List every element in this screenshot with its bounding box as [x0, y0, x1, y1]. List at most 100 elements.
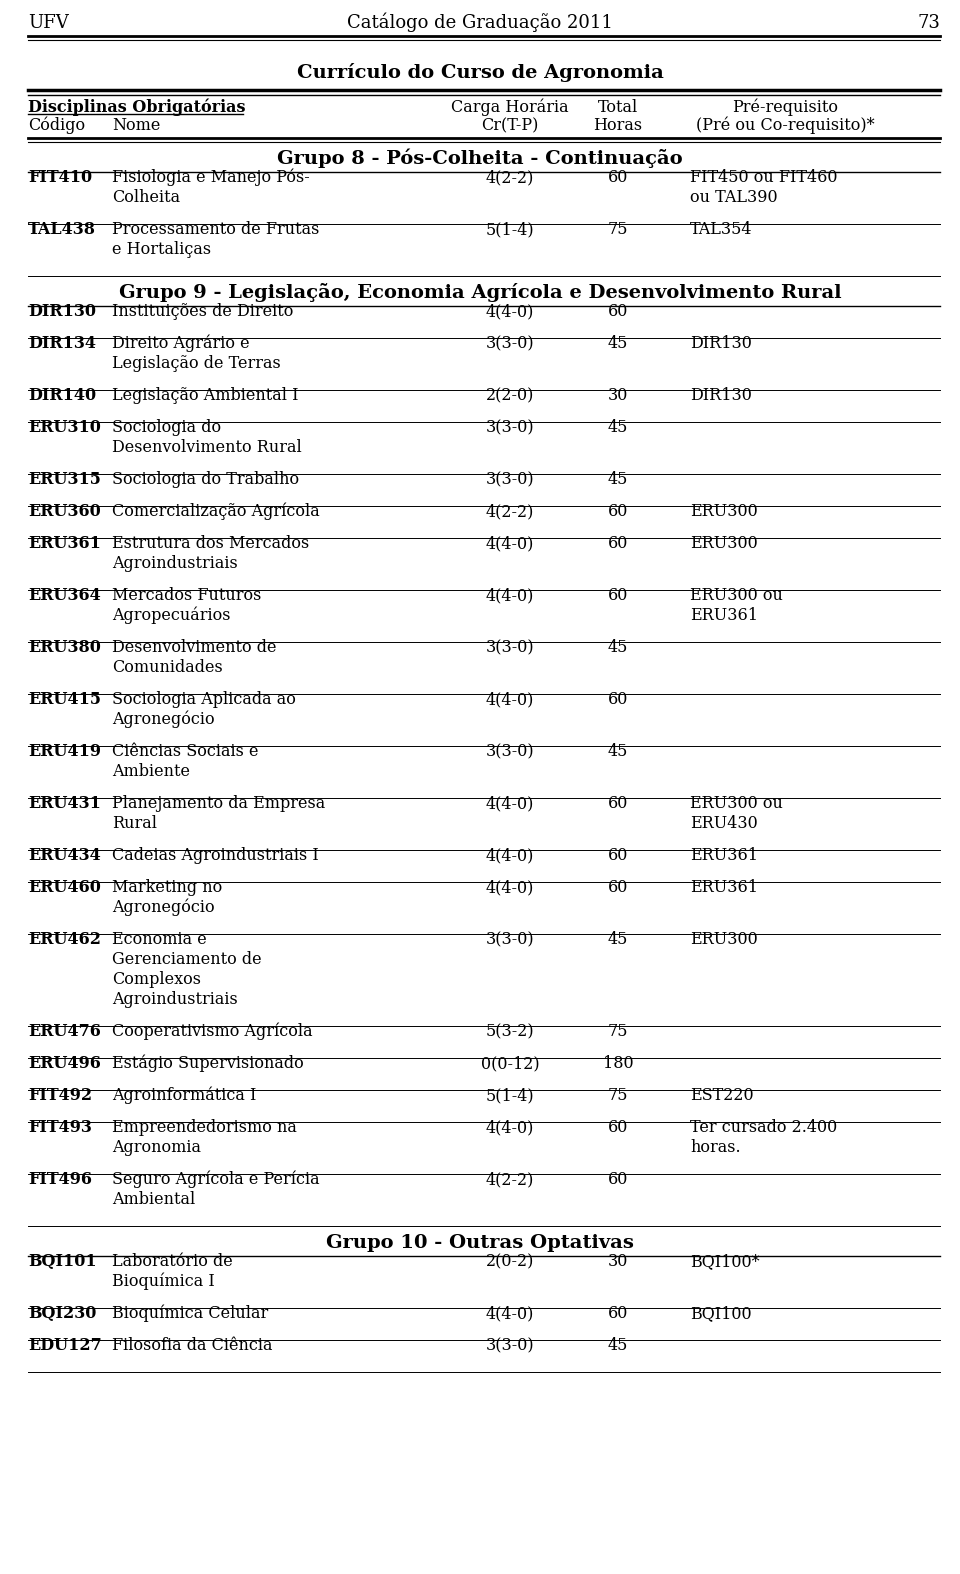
Text: Instituições de Direito: Instituições de Direito	[112, 304, 294, 320]
Text: 0(0-12): 0(0-12)	[481, 1055, 540, 1072]
Text: ERU419: ERU419	[28, 743, 101, 760]
Text: Laboratório de: Laboratório de	[112, 1253, 232, 1270]
Text: 4(2-2): 4(2-2)	[486, 1171, 534, 1188]
Text: 3(3-0): 3(3-0)	[486, 419, 535, 436]
Text: Estágio Supervisionado: Estágio Supervisionado	[112, 1055, 303, 1072]
Text: 4(4-0): 4(4-0)	[486, 1119, 534, 1136]
Text: Total: Total	[598, 99, 638, 116]
Text: 75: 75	[608, 1088, 628, 1103]
Text: ERU360: ERU360	[28, 504, 101, 519]
Text: 4(4-0): 4(4-0)	[486, 1305, 534, 1322]
Text: 4(4-0): 4(4-0)	[486, 535, 534, 552]
Text: 45: 45	[608, 639, 628, 656]
Text: Mercados Futuros: Mercados Futuros	[112, 587, 261, 604]
Text: Legislação Ambiental I: Legislação Ambiental I	[112, 387, 299, 405]
Text: ERU496: ERU496	[28, 1055, 101, 1072]
Text: Agroinformática I: Agroinformática I	[112, 1086, 256, 1103]
Text: 3(3-0): 3(3-0)	[486, 335, 535, 353]
Text: 4(4-0): 4(4-0)	[486, 847, 534, 864]
Text: EST220: EST220	[690, 1088, 754, 1103]
Text: Processamento de Frutas: Processamento de Frutas	[112, 220, 320, 238]
Text: 4(4-0): 4(4-0)	[486, 878, 534, 896]
Text: 60: 60	[608, 878, 628, 896]
Text: Economia e: Economia e	[112, 930, 206, 948]
Text: Agronegócio: Agronegócio	[112, 899, 215, 916]
Text: Disciplinas Obrigatórias: Disciplinas Obrigatórias	[28, 99, 246, 116]
Text: 60: 60	[608, 304, 628, 320]
Text: (Pré ou Co-requisito)*: (Pré ou Co-requisito)*	[696, 116, 875, 134]
Text: FIT410: FIT410	[28, 168, 92, 186]
Text: 30: 30	[608, 1253, 628, 1270]
Text: DIR134: DIR134	[28, 335, 96, 353]
Text: FIT492: FIT492	[28, 1088, 92, 1103]
Text: ou TAL390: ou TAL390	[690, 189, 778, 206]
Text: Legislação de Terras: Legislação de Terras	[112, 356, 280, 371]
Text: 60: 60	[608, 168, 628, 186]
Text: 60: 60	[608, 504, 628, 519]
Text: Ciências Sociais e: Ciências Sociais e	[112, 743, 258, 760]
Text: Direito Agrário e: Direito Agrário e	[112, 335, 250, 353]
Text: 4(4-0): 4(4-0)	[486, 691, 534, 708]
Text: Cooperativismo Agrícola: Cooperativismo Agrícola	[112, 1023, 313, 1040]
Text: ERU431: ERU431	[28, 795, 101, 812]
Text: DIR140: DIR140	[28, 387, 96, 405]
Text: Colheita: Colheita	[112, 189, 180, 206]
Text: ERU361: ERU361	[690, 878, 758, 896]
Text: ERU361: ERU361	[690, 847, 758, 864]
Text: BQI100: BQI100	[690, 1305, 752, 1322]
Text: ERU460: ERU460	[28, 878, 101, 896]
Text: Seguro Agrícola e Perícia: Seguro Agrícola e Perícia	[112, 1171, 320, 1188]
Text: Desenvolvimento de: Desenvolvimento de	[112, 639, 276, 656]
Text: ERU380: ERU380	[28, 639, 101, 656]
Text: DIR130: DIR130	[28, 304, 96, 320]
Text: Fisiologia e Manejo Pós-: Fisiologia e Manejo Pós-	[112, 168, 310, 186]
Text: Ambiental: Ambiental	[112, 1192, 195, 1207]
Text: 180: 180	[603, 1055, 634, 1072]
Text: 4(4-0): 4(4-0)	[486, 304, 534, 320]
Text: ERU300: ERU300	[690, 535, 757, 552]
Text: 2(0-2): 2(0-2)	[486, 1253, 534, 1270]
Text: Rural: Rural	[112, 815, 157, 833]
Text: 75: 75	[608, 220, 628, 238]
Text: ERU361: ERU361	[690, 608, 758, 623]
Text: DIR130: DIR130	[690, 335, 752, 353]
Text: ERU364: ERU364	[28, 587, 101, 604]
Text: Complexos: Complexos	[112, 971, 201, 988]
Text: Marketing no: Marketing no	[112, 878, 223, 896]
Text: ERU361: ERU361	[28, 535, 101, 552]
Text: ERU434: ERU434	[28, 847, 101, 864]
Text: Sociologia do Trabalho: Sociologia do Trabalho	[112, 471, 300, 488]
Text: BQI100*: BQI100*	[690, 1253, 759, 1270]
Text: Empreendedorismo na: Empreendedorismo na	[112, 1119, 297, 1136]
Text: Bioquímica Celular: Bioquímica Celular	[112, 1305, 268, 1322]
Text: ERU415: ERU415	[28, 691, 101, 708]
Text: Comercialização Agrícola: Comercialização Agrícola	[112, 502, 320, 519]
Text: Nome: Nome	[112, 116, 160, 134]
Text: 45: 45	[608, 743, 628, 760]
Text: UFV: UFV	[28, 14, 69, 31]
Text: 30: 30	[608, 387, 628, 405]
Text: Cr(T-P): Cr(T-P)	[481, 116, 539, 134]
Text: 5(1-4): 5(1-4)	[486, 1088, 535, 1103]
Text: 3(3-0): 3(3-0)	[486, 743, 535, 760]
Text: 45: 45	[608, 419, 628, 436]
Text: 60: 60	[608, 1119, 628, 1136]
Text: 5(1-4): 5(1-4)	[486, 220, 535, 238]
Text: Ambiente: Ambiente	[112, 763, 190, 781]
Text: horas.: horas.	[690, 1140, 740, 1155]
Text: 60: 60	[608, 535, 628, 552]
Text: ERU300: ERU300	[690, 930, 757, 948]
Text: 60: 60	[608, 795, 628, 812]
Text: Filosofia da Ciência: Filosofia da Ciência	[112, 1336, 273, 1354]
Text: Agroindustriais: Agroindustriais	[112, 992, 238, 1007]
Text: 5(3-2): 5(3-2)	[486, 1023, 535, 1040]
Text: Pré-requisito: Pré-requisito	[732, 99, 838, 116]
Text: 45: 45	[608, 1336, 628, 1354]
Text: 4(2-2): 4(2-2)	[486, 504, 534, 519]
Text: EDU127: EDU127	[28, 1336, 102, 1354]
Text: Cadeias Agroindustriais I: Cadeias Agroindustriais I	[112, 847, 319, 864]
Text: e Hortaliças: e Hortaliças	[112, 241, 211, 258]
Text: ERU310: ERU310	[28, 419, 101, 436]
Text: 4(4-0): 4(4-0)	[486, 795, 534, 812]
Text: ERU462: ERU462	[28, 930, 101, 948]
